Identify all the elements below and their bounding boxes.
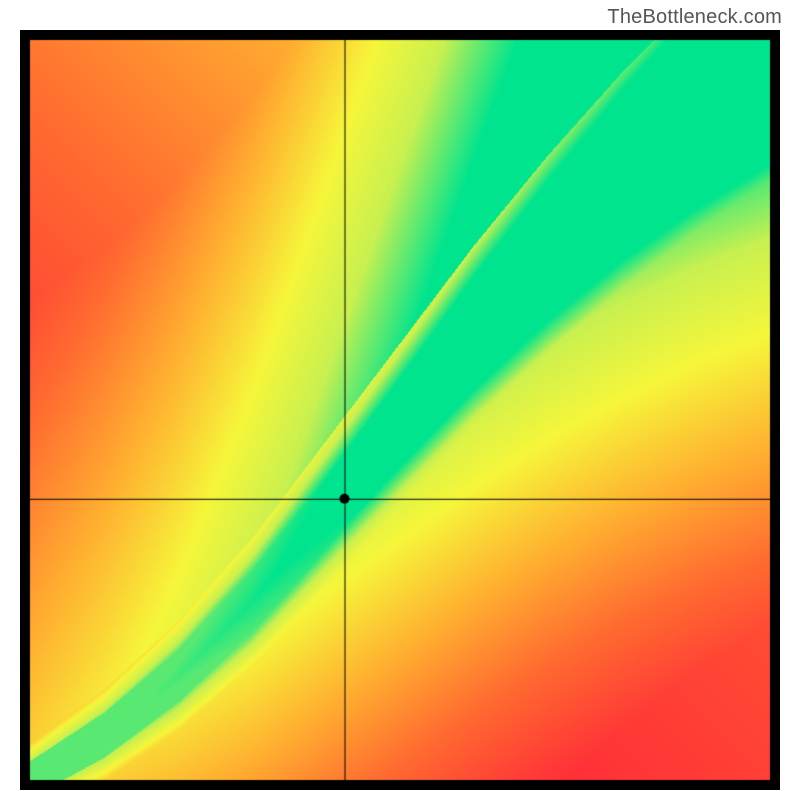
bottleneck-heatmap bbox=[20, 30, 780, 790]
chart-container: TheBottleneck.com bbox=[0, 0, 800, 800]
watermark-text: TheBottleneck.com bbox=[607, 6, 782, 29]
